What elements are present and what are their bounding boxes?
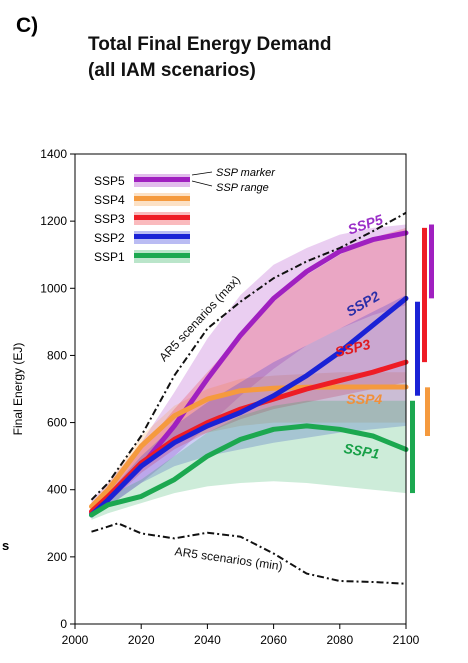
ssp3-2100-range-bar xyxy=(422,227,427,363)
legend-entry-ssp4: SSP4 xyxy=(94,193,125,207)
ssp4-series-label: SSP4 xyxy=(346,391,382,407)
chart-title-line1: Total Final Energy Demand xyxy=(88,34,332,55)
panel-label: C) xyxy=(16,14,39,37)
y-tick-label: 1400 xyxy=(40,147,67,161)
legend-swatch-marker-ssp3 xyxy=(134,215,190,220)
y-tick-label: 600 xyxy=(47,416,67,430)
legend-entry-ssp3: SSP3 xyxy=(94,212,125,226)
y-tick-label: 400 xyxy=(47,483,67,497)
y-tick-label: 1200 xyxy=(40,214,67,228)
x-tick-label: 2020 xyxy=(128,633,155,647)
chart-title: Total Final Energy Demand (all IAM scena… xyxy=(88,32,332,84)
ssp1-2100-range-bar xyxy=(410,400,415,494)
ssp4-range-band xyxy=(91,372,406,510)
legend-marker-note: SSP marker xyxy=(216,167,276,179)
y-axis-label: Final Energy (EJ) xyxy=(11,343,25,436)
y-tick-label: 1000 xyxy=(40,281,67,295)
legend-marker-pointer xyxy=(191,171,213,176)
series-lines xyxy=(89,230,409,518)
y-tick-label: 200 xyxy=(47,550,67,564)
x-tick-label: 2000 xyxy=(62,633,89,647)
axes: 0 200 400 600 800 1000 1200 1400 2000 2020 2040 206… xyxy=(11,147,420,647)
ssp1-range-band xyxy=(91,400,406,520)
legend-entry-ssp1: SSP1 xyxy=(94,250,125,264)
legend-swatch-marker-ssp5 xyxy=(134,177,190,182)
y-tick-label: 0 xyxy=(60,617,67,631)
2100-range-bars xyxy=(410,224,434,494)
plot-frame xyxy=(74,153,407,625)
legend: SSP5 SSP4 SSP3 SSP2 SSP1 SSP marker SSP range xyxy=(84,167,276,264)
legend-swatch-marker-ssp1 xyxy=(134,253,190,258)
ssp5-2100-range-bar xyxy=(429,224,434,299)
ssp-range-bands xyxy=(91,224,406,520)
ar5-scenarios-min-line xyxy=(91,522,407,585)
ssp4-marker-line xyxy=(89,384,409,509)
ssp2-marker-line xyxy=(89,295,409,518)
x-tick-label: 2060 xyxy=(260,633,287,647)
x-tick-label: 2080 xyxy=(326,633,353,647)
x-tick-label: 2040 xyxy=(194,633,221,647)
ar5-min-label: AR5 scenarios (min) xyxy=(174,544,284,573)
x-tick-label: 2100 xyxy=(393,633,420,647)
ssp1-marker-line xyxy=(89,423,409,518)
chart-title-line2: (all IAM scenarios) xyxy=(88,60,256,81)
legend-swatch-marker-ssp2 xyxy=(134,234,190,239)
ssp1-series-label: SSP1 xyxy=(343,440,381,462)
stray-fragment-text: s xyxy=(2,538,10,553)
legend-entry-ssp5: SSP5 xyxy=(94,174,125,188)
legend-swatch-marker-ssp4 xyxy=(134,196,190,201)
legend-range-pointer xyxy=(191,180,213,187)
y-tick-label: 800 xyxy=(47,348,67,362)
legend-entry-ssp2: SSP2 xyxy=(94,231,125,245)
ar5-scenarios-max-line xyxy=(90,211,407,501)
legend-range-note: SSP range xyxy=(216,182,269,194)
ssp2-2100-range-bar xyxy=(415,301,420,396)
ssp4-2100-range-bar xyxy=(425,387,430,436)
